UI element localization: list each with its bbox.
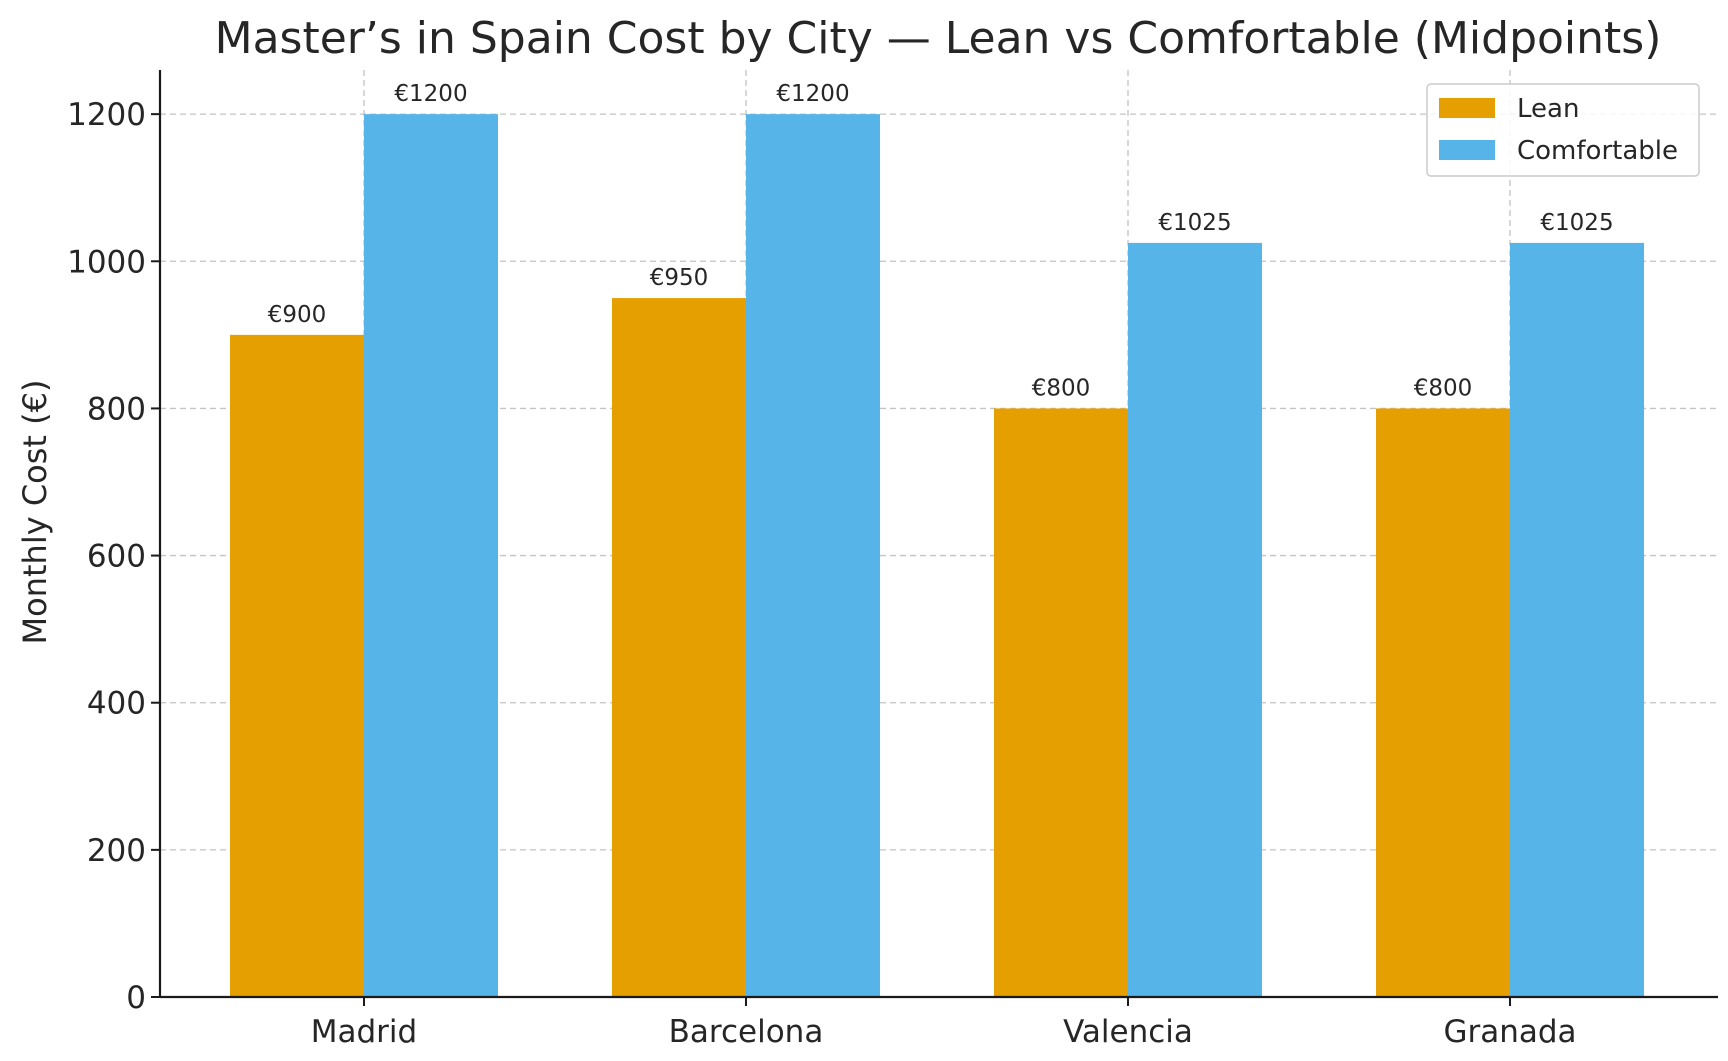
bar-value-label: €900 (268, 302, 327, 328)
y-tick-label: 200 (87, 833, 146, 869)
bar-value-label: €950 (650, 265, 709, 291)
bar-value-label: €800 (1414, 375, 1473, 401)
y-tick-label: 800 (87, 391, 146, 427)
legend-label-comfortable: Comfortable (1517, 136, 1678, 166)
bar-lean-valencia (994, 408, 1128, 997)
bar-lean-madrid (230, 334, 364, 997)
legend-swatch-comfortable (1439, 140, 1495, 160)
chart-title: Master’s in Spain Cost by City — Lean vs… (215, 13, 1662, 64)
bar-comfortable-valencia (1128, 242, 1262, 998)
y-tick-label: 1000 (67, 244, 146, 280)
y-tick-label: 0 (126, 980, 146, 1016)
axes-layer: 0 200 400 600 800 1000 1200 Madrid Barcelona Vale… (67, 70, 1718, 1050)
bar-value-label: €1200 (776, 81, 849, 107)
y-tick-label: 600 (87, 539, 146, 575)
x-tick-label: Granada (1443, 1014, 1576, 1050)
legend: Lean Comfortable (1426, 83, 1700, 177)
bar-comfortable-barcelona (746, 114, 880, 997)
bar-value-label: €1025 (1158, 210, 1231, 236)
x-tick-label: Madrid (311, 1014, 417, 1050)
legend-label-lean: Lean (1517, 94, 1579, 124)
bar-lean-granada (1376, 408, 1510, 997)
y-tick-label: 400 (87, 686, 146, 722)
bar-value-label: €800 (1032, 375, 1091, 401)
x-tick-label: Barcelona (669, 1014, 824, 1050)
bar-value-label: €1025 (1540, 210, 1613, 236)
bar-comfortable-madrid (364, 114, 498, 997)
bar-value-label: €1200 (394, 81, 467, 107)
bar-lean-barcelona (612, 298, 746, 998)
bar-comfortable-granada (1510, 242, 1644, 998)
x-tick-label: Valencia (1063, 1014, 1193, 1050)
legend-swatch-lean (1439, 98, 1495, 118)
y-axis-label: Monthly Cost (€) (16, 380, 54, 645)
y-tick-label: 1200 (67, 97, 146, 133)
bars-layer: €900 €950 €800 €800 €1200 €1200 €1025 €1025 (230, 81, 1644, 998)
